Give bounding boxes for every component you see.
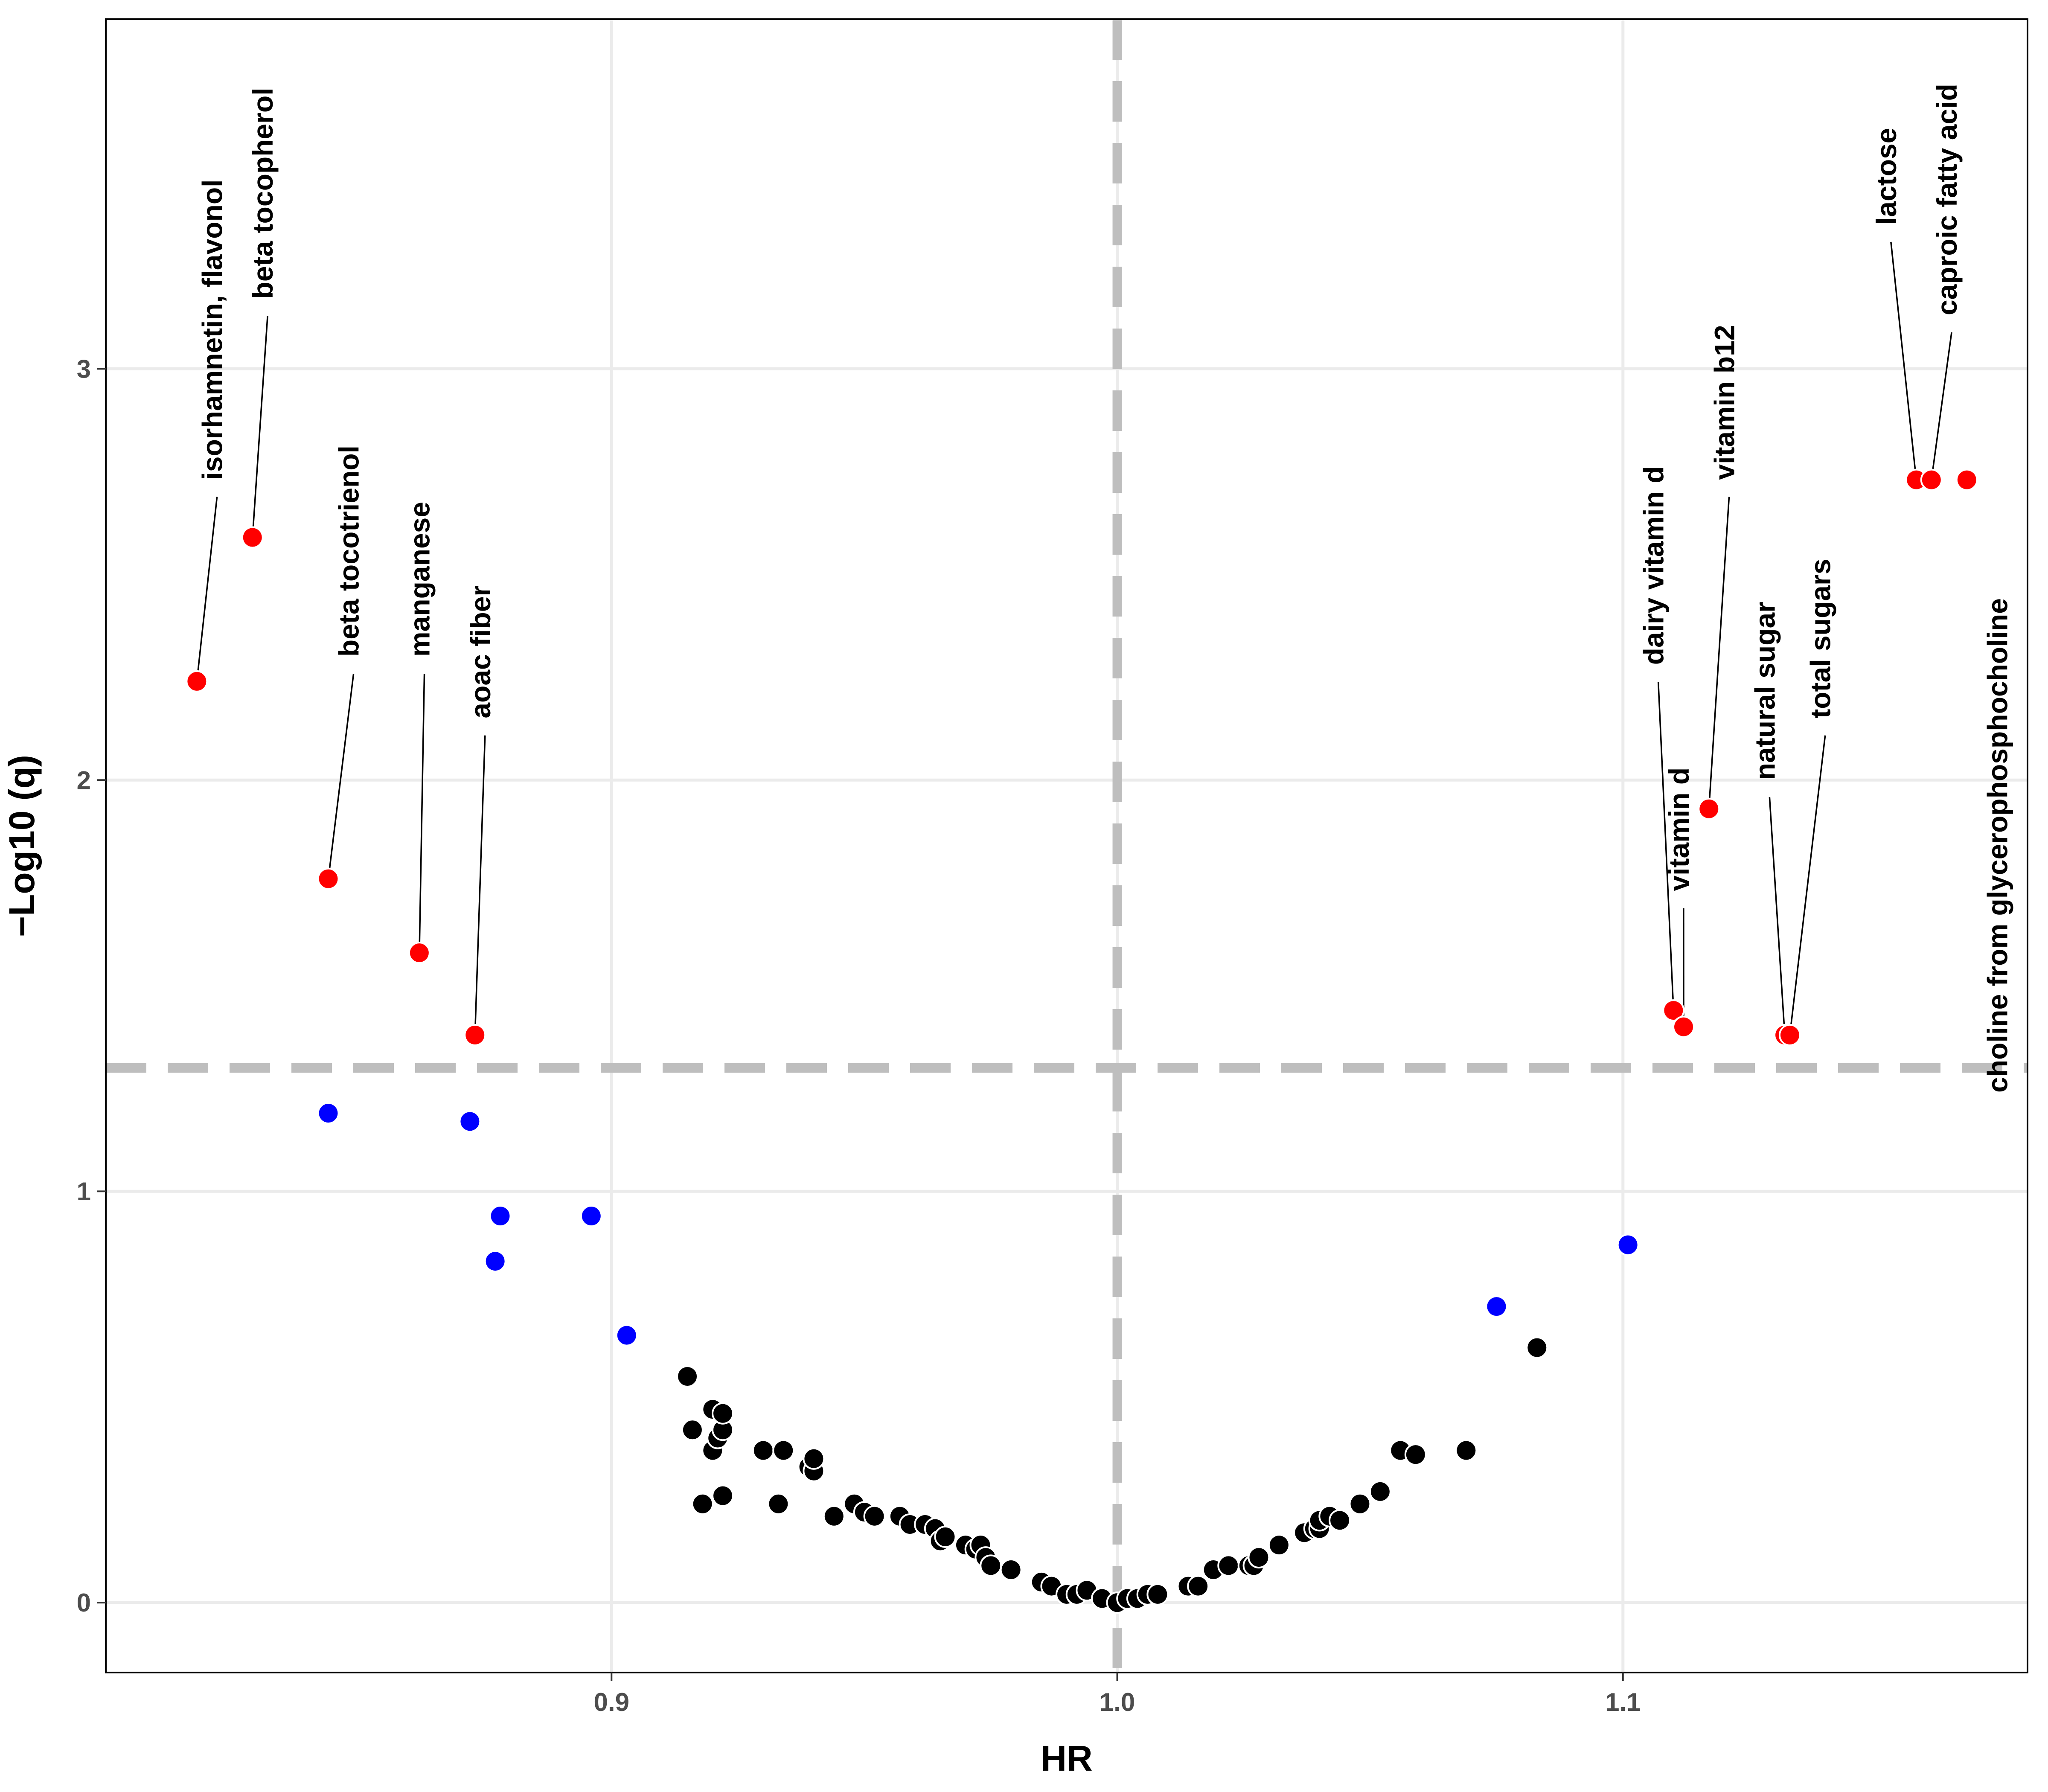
nonsignificant-point [1187,1575,1210,1597]
nonsignificant-point [980,1554,1002,1577]
x-axis-title: HR [1041,1738,1092,1778]
point-label: total sugars [1805,559,1836,719]
significant-point [1778,1024,1801,1046]
point-label: dairy vitamin d [1638,466,1670,665]
point-label: aoac fiber [465,585,496,719]
suggestive-point [615,1324,638,1347]
nonsignificant-point [767,1492,790,1515]
y-tick-label: 2 [77,766,91,794]
nonsignificant-point [1404,1443,1427,1466]
point-label: vitamin d [1663,768,1695,891]
y-tick-label: 1 [77,1177,91,1206]
nonsignificant-point [934,1525,957,1548]
significant-point [1673,1015,1695,1038]
significant-point [1955,468,1978,491]
point-label: lactose [1871,128,1902,224]
panel-border [105,18,2028,1673]
label-leader-line [1789,735,1826,1036]
nonsignificant-point [712,1402,734,1425]
nonsignificant-point [1526,1336,1548,1359]
label-leader-lines [196,241,1952,1036]
point-label: beta tocotrienol [333,445,365,657]
point-label: isorhamnetin, flavonol [197,180,228,480]
y-tick-label: 3 [77,355,91,383]
nonsignificant-point [1369,1480,1391,1503]
significant-point [186,670,208,692]
suggestive-point [580,1205,602,1228]
nonsignificant-point [676,1365,699,1388]
nonsignificant-point [1329,1509,1351,1532]
nonsignificant-point [1146,1583,1169,1606]
significant-point [241,526,264,549]
point-label: choline from glycerophosphocholine [1982,598,2013,1093]
nonsignificant-point [803,1447,825,1470]
y-tick-label: 0 [77,1588,91,1617]
point-labels: isorhamnetin, flavonol beta tocopherol bet… [197,84,2013,1093]
nonsignificant-point [691,1492,714,1515]
label-leader-line [1657,682,1675,1011]
point-label: manganese [404,502,436,657]
nonsignificant-point [1268,1534,1290,1556]
axis-ticks: 0.9 1.0 1.1 0 1 2 3 [77,355,1641,1716]
data-points [186,468,1978,1614]
label-leader-line [251,316,268,538]
significant-point [1698,797,1720,820]
nonsignificant-point [863,1505,886,1527]
nonsignificant-point [1248,1546,1270,1569]
point-label: natural sugar [1749,602,1780,780]
nonsignificant-point [1455,1439,1478,1462]
point-label: caproic fatty acid [1931,84,1963,315]
label-leader-line [196,497,218,682]
point-label: vitamin b12 [1709,325,1740,480]
x-tick-label: 1.1 [1605,1688,1641,1716]
nonsignificant-point [1349,1492,1371,1515]
significant-point [1662,999,1685,1022]
label-leader-line [1708,497,1730,809]
point-label: beta tocopherol [247,87,279,299]
threshold-lines [106,19,2028,1673]
x-tick-label: 1.0 [1100,1688,1135,1716]
label-leader-line [1890,241,1917,480]
suggestive-point [459,1110,481,1133]
nonsignificant-point [681,1419,704,1441]
label-leader-line [327,673,355,879]
nonsignificant-point [772,1439,795,1462]
label-leader-line [1769,797,1786,1036]
label-leader-line [419,674,425,953]
y-axis-title: −Log10 (q) [2,755,42,937]
label-leader-line [1931,332,1952,480]
x-tick-label: 0.9 [594,1688,629,1716]
nonsignificant-point [1217,1554,1240,1577]
nonsignificant-point [1000,1559,1022,1581]
suggestive-point [1485,1295,1508,1318]
nonsignificant-point [712,1484,734,1507]
nonsignificant-point [823,1505,845,1527]
suggestive-point [317,1102,340,1125]
label-leader-line [474,735,486,1035]
significant-point [1920,468,1943,491]
suggestive-point [484,1250,506,1273]
significant-point [464,1024,486,1046]
suggestive-point [1617,1233,1639,1256]
suggestive-point [489,1205,512,1228]
nonsignificant-point [752,1439,774,1462]
significant-point [408,942,431,964]
significant-point [317,867,340,890]
